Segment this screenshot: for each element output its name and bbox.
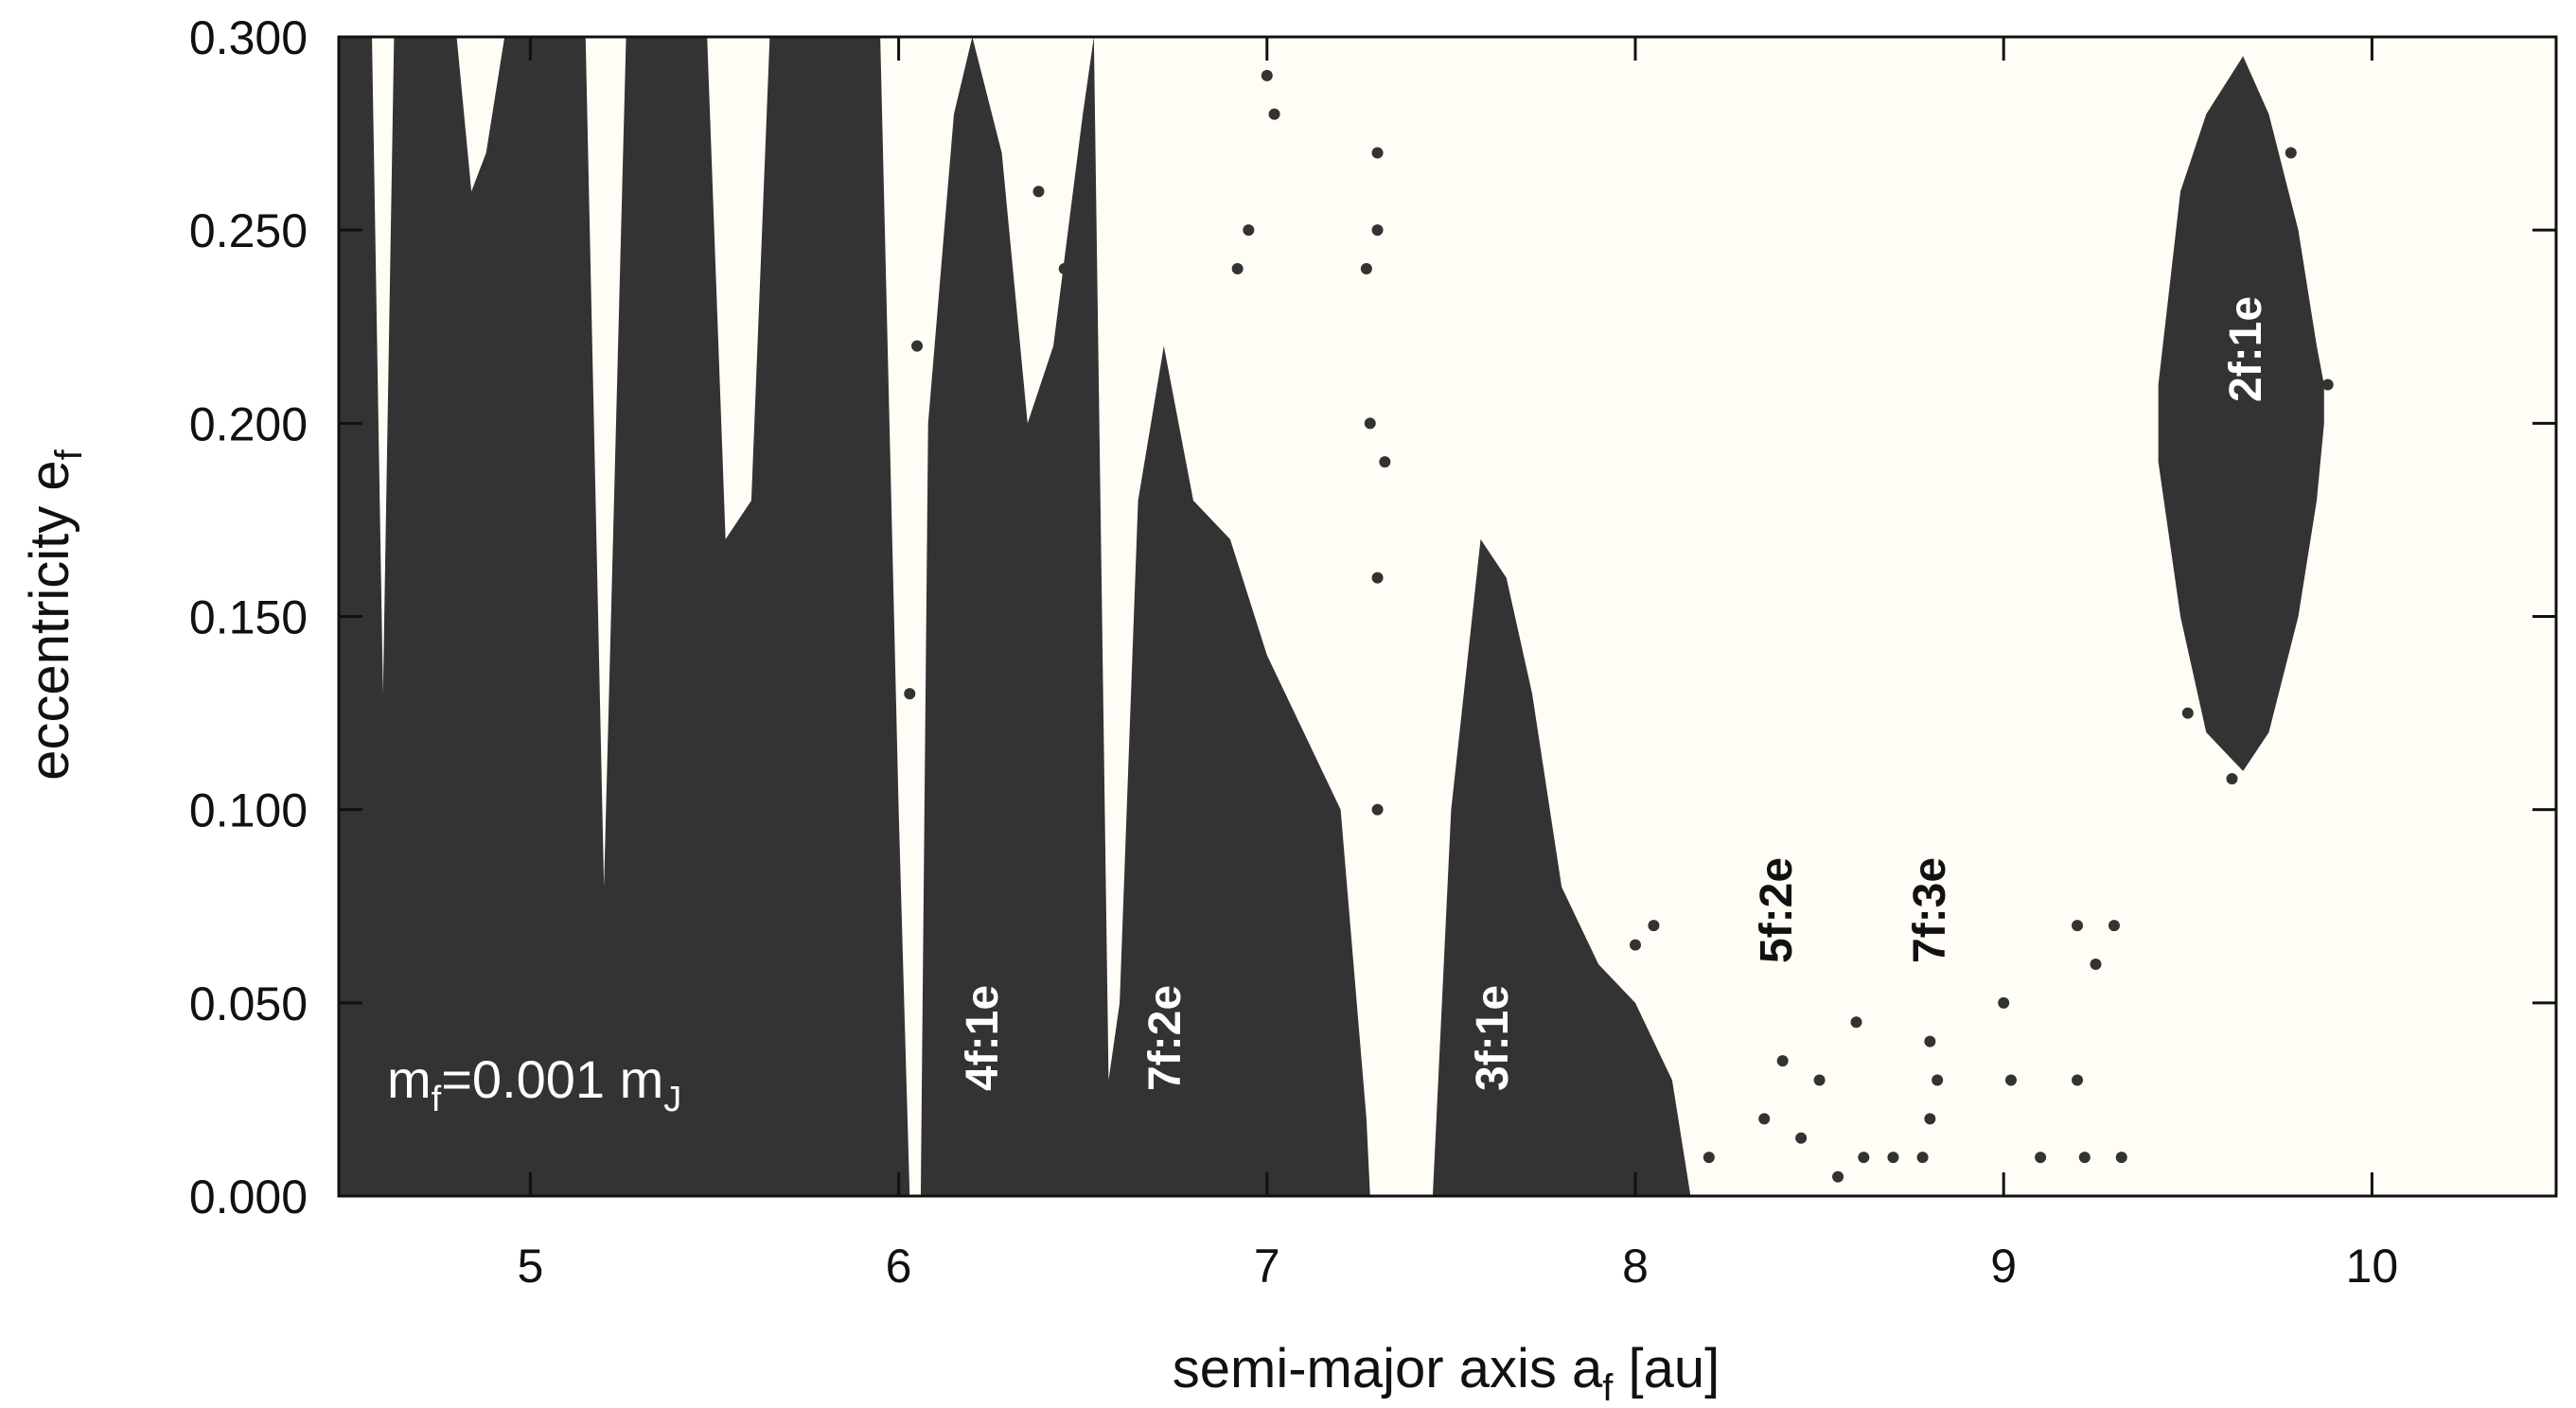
x-tick-label: 10 (2346, 1240, 2399, 1293)
point (2181, 707, 2194, 719)
point (1703, 1152, 1715, 1164)
point (1887, 1152, 1899, 1164)
point (1932, 1074, 1944, 1086)
y-label-main: eccentricity e (19, 460, 80, 780)
y-tick-label: 0.050 (189, 977, 308, 1030)
resonance-label: 4f:1e (958, 985, 1008, 1091)
x-tick-label: 5 (517, 1240, 543, 1293)
point (2072, 920, 2084, 932)
point (1924, 1113, 1936, 1125)
resonance-label: 7f:2e (1140, 985, 1191, 1091)
point (1243, 224, 1255, 237)
annotation-sub: f (432, 1080, 442, 1119)
point (2321, 378, 2334, 391)
point (1858, 1152, 1870, 1164)
point (2285, 147, 2297, 159)
y-axis-label: eccentricity ef (19, 449, 90, 780)
x-tick-label: 9 (1990, 1240, 2017, 1293)
point (1231, 263, 1244, 274)
y-tick-label: 0.000 (189, 1170, 308, 1223)
point (2226, 773, 2238, 784)
point (2035, 1152, 2047, 1164)
point (1916, 1152, 1929, 1164)
point (1268, 108, 1280, 120)
point (2090, 959, 2102, 970)
point (2004, 1074, 2017, 1086)
point (1032, 185, 1045, 198)
point (904, 688, 916, 700)
annotation-sub: J (663, 1080, 681, 1119)
annotation: mf=0.001 mJ (387, 1049, 681, 1119)
point (1360, 263, 1372, 274)
x-label-sub: f (1602, 1367, 1614, 1403)
point (1261, 69, 1273, 81)
point (1758, 1113, 1771, 1125)
point (1795, 1132, 1808, 1144)
x-axis-label: semi-major axis af [au] (1173, 1338, 1720, 1403)
dense-region (339, 37, 1370, 1196)
point (1648, 920, 1660, 932)
y-label-sub: f (48, 449, 90, 460)
point (1371, 147, 1384, 159)
y-tick-label: 0.300 (189, 11, 308, 64)
resonance-label: 5f:2e (1752, 857, 1802, 963)
point (1379, 456, 1391, 468)
resonance-label: 2f:1e (2221, 296, 2271, 402)
point (1776, 1055, 1789, 1067)
point (1371, 224, 1384, 237)
point (2072, 1074, 2084, 1086)
annotation-part: m (387, 1049, 432, 1109)
y-tick-label: 0.150 (189, 591, 308, 644)
point (911, 340, 924, 352)
x-tick-label: 7 (1254, 1240, 1280, 1293)
y-tick-label: 0.200 (189, 397, 308, 450)
y-tick-label: 0.100 (189, 784, 308, 837)
x-tick-label: 8 (1622, 1240, 1649, 1293)
dense-region (1432, 538, 1691, 1196)
x-tick-label: 6 (886, 1240, 912, 1293)
point (1364, 417, 1376, 430)
point (1371, 572, 1384, 584)
point (1371, 803, 1384, 816)
resonance-label: 3f:1e (1468, 985, 1518, 1091)
point (1924, 1035, 1936, 1047)
point (1629, 939, 1641, 951)
point (1998, 996, 2010, 1009)
dense-region (2158, 56, 2324, 771)
marks (339, 37, 2334, 1196)
x-label-main: semi-major axis a (1173, 1338, 1603, 1399)
point (2108, 920, 2120, 932)
point (1813, 1074, 1826, 1086)
point (2078, 1152, 2091, 1164)
point (1850, 1016, 1862, 1029)
y-tick-label: 0.250 (189, 204, 308, 257)
annotation-part: =0.001 m (441, 1049, 663, 1109)
point (1832, 1170, 1844, 1183)
point (2115, 1152, 2127, 1164)
resonance-label: 7f:3e (1905, 857, 1955, 963)
point (1058, 263, 1070, 274)
x-label-unit: [au] (1613, 1338, 1720, 1399)
